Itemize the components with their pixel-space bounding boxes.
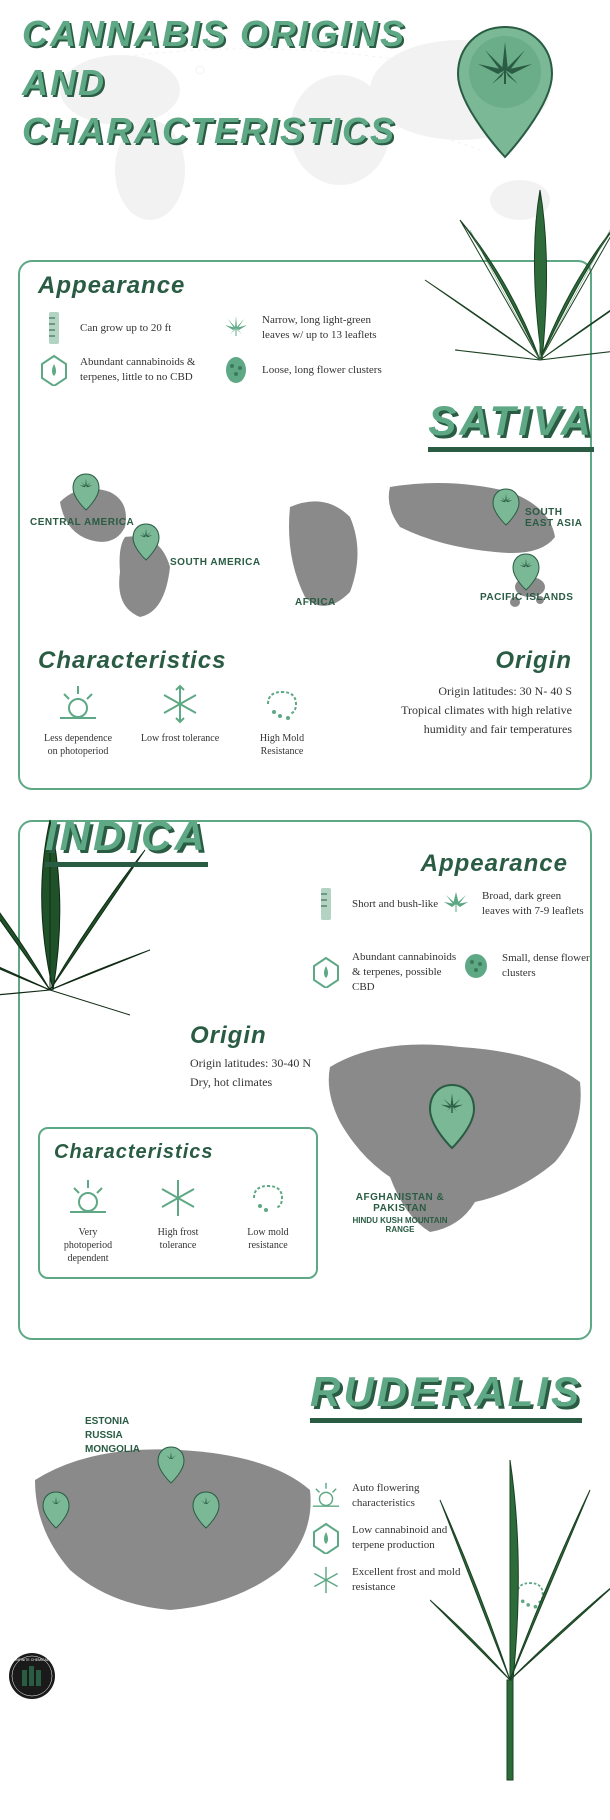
characteristics-heading: Characteristics: [54, 1141, 302, 1164]
feature-text: Small, dense flower clusters: [502, 951, 590, 981]
bud-icon: [220, 354, 252, 386]
feature-item: Can grow up to 20 ft: [38, 312, 208, 344]
sativa-leaf-photo: [410, 170, 610, 430]
ruderalis-leaf-photo: [430, 1420, 610, 1820]
feature-item: Short and bush-like: [310, 888, 460, 920]
map-pin-icon: [40, 1490, 72, 1530]
origin-line: humidity and fair temperatures: [342, 720, 572, 739]
appearance-heading: Appearance: [38, 272, 185, 300]
map-label: RUSSIA: [85, 1429, 140, 1443]
snowflake-icon: [158, 682, 202, 726]
origin-line: Origin latitudes: 30 N- 40 S: [342, 682, 572, 701]
char-label: High Mold Resistance: [242, 732, 322, 758]
origin-text: Origin latitudes: 30-40 N Dry, hot clima…: [190, 1054, 311, 1092]
feature-item: Broad, dark green leaves with 7-9 leafle…: [440, 888, 590, 920]
char-label: Less dependence on photoperiod: [38, 732, 118, 758]
characteristics-heading: Characteristics: [38, 647, 226, 675]
origin-line: Origin latitudes: 30-40 N: [190, 1054, 311, 1073]
feature-item: Small, dense flower clusters: [460, 950, 590, 982]
map-label: SOUTH EAST ASIA: [525, 507, 585, 529]
map-label: AFRICA: [295, 597, 336, 608]
feature-text: Abundant cannabinoids & terpenes, little…: [80, 355, 208, 385]
char-item: Low frost tolerance: [140, 682, 220, 758]
map-label: MONGOLIA: [85, 1443, 140, 1457]
map-label: PACIFIC ISLANDS: [480, 592, 573, 603]
drop-icon: [310, 1522, 342, 1554]
map-pin-icon: [70, 472, 102, 512]
map-label: CENTRAL AMERICA: [30, 517, 134, 528]
char-item: High Mold Resistance: [242, 682, 322, 758]
feature-text: Narrow, long light-green leaves w/ up to…: [262, 313, 390, 343]
origin-line: Tropical climates with high relative: [342, 701, 572, 720]
map-label: AFGHANISTAN & PAKISTAN: [340, 1192, 460, 1214]
map-label-group: ESTONIA RUSSIA MONGOLIA: [85, 1415, 140, 1457]
feature-item: Narrow, long light-green leaves w/ up to…: [220, 312, 390, 344]
mold-icon: [246, 1176, 290, 1220]
char-item: Low mold resistance: [234, 1176, 302, 1265]
strain-title-indica: INDICA: [45, 812, 208, 867]
char-item: High frost tolerance: [144, 1176, 212, 1265]
drop-icon: [38, 354, 70, 386]
page-title: CANNABIS ORIGINS AND CHARACTERISTICS: [22, 10, 442, 156]
leaf-icon: [440, 888, 472, 920]
char-item: Very photoperiod dependent: [54, 1176, 122, 1265]
strain-title-ruderalis: RUDERALIS: [310, 1368, 582, 1423]
feature-item: Abundant cannabinoids & terpenes, possib…: [310, 950, 460, 995]
drop-icon: [310, 956, 342, 988]
origin-text: Origin latitudes: 30 N- 40 S Tropical cl…: [342, 682, 572, 740]
map-pin-icon: [130, 522, 162, 562]
origin-line: Dry, hot climates: [190, 1073, 311, 1092]
feature-text: Loose, long flower clusters: [262, 363, 382, 378]
sun-icon: [310, 1480, 342, 1512]
map-sublabel: HINDU KUSH MOUNTAIN RANGE: [340, 1216, 460, 1234]
mold-icon: [260, 682, 304, 726]
svg-text:INFINITE CHEMICAL: INFINITE CHEMICAL: [15, 1658, 49, 1662]
map-label: SOUTH AMERICA: [170, 557, 261, 568]
char-label: Low frost tolerance: [141, 732, 219, 745]
map-label-group: AFGHANISTAN & PAKISTAN HINDU KUSH MOUNTA…: [340, 1192, 460, 1234]
map-pin-icon: [510, 552, 542, 592]
feature-text: Short and bush-like: [352, 897, 438, 912]
leaf-icon: [220, 312, 252, 344]
origin-heading: Origin: [495, 647, 572, 675]
snowflake-icon: [156, 1176, 200, 1220]
map-pin-icon: [490, 487, 522, 527]
feature-text: Abundant cannabinoids & terpenes, possib…: [352, 950, 460, 995]
characteristics-box: Characteristics Very photoperiod depende…: [38, 1127, 318, 1279]
char-label: High frost tolerance: [144, 1226, 212, 1252]
strain-title-sativa: SATIVA: [428, 397, 594, 452]
char-label: Very photoperiod dependent: [54, 1226, 122, 1265]
feature-item: Loose, long flower clusters: [220, 354, 390, 386]
map-pin-icon: [425, 1082, 480, 1152]
appearance-heading: Appearance: [421, 850, 568, 878]
bud-icon: [460, 950, 492, 982]
map-label: ESTONIA: [85, 1415, 140, 1429]
sun-icon: [66, 1176, 110, 1220]
char-item: Less dependence on photoperiod: [38, 682, 118, 758]
origin-heading: Origin: [190, 1022, 267, 1050]
snowflake-icon: [310, 1564, 342, 1596]
feature-text: Can grow up to 20 ft: [80, 321, 171, 336]
feature-item: Abundant cannabinoids & terpenes, little…: [38, 354, 208, 386]
feature-text: Broad, dark green leaves with 7-9 leafle…: [482, 889, 590, 919]
char-label: Low mold resistance: [234, 1226, 302, 1252]
ruler-icon: [310, 888, 342, 920]
sun-icon: [56, 682, 100, 726]
brand-logo: INFINITE CHEMICAL: [8, 1652, 56, 1700]
leaf-pin-icon: [450, 22, 560, 162]
map-pin-icon: [155, 1445, 187, 1485]
ruler-icon: [38, 312, 70, 344]
map-pin-icon: [190, 1490, 222, 1530]
